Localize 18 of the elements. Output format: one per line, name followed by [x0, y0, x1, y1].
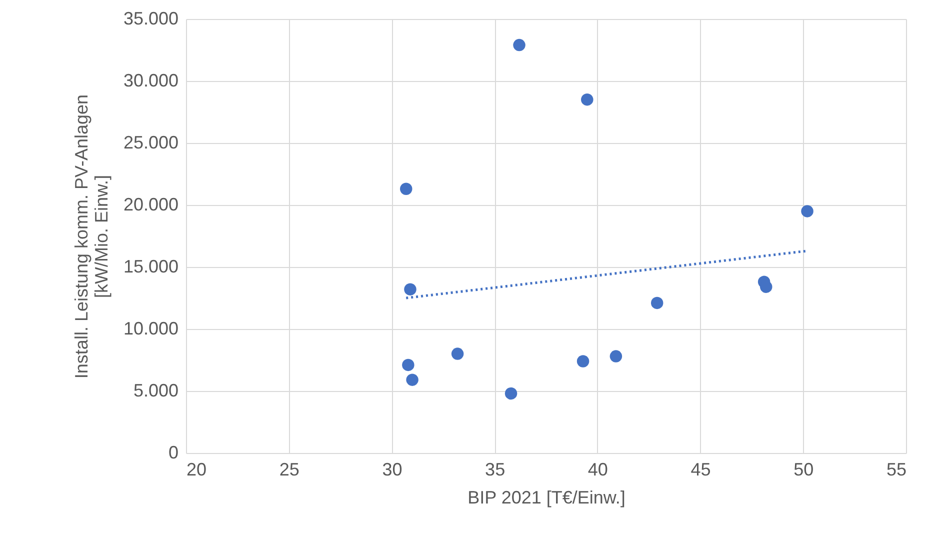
- x-tick-label: 50: [794, 460, 814, 480]
- y-tick-label: 30.000: [123, 70, 178, 90]
- y-tick-label: 20.000: [123, 194, 178, 214]
- x-tick-label: 45: [690, 460, 711, 480]
- x-tick-label: 55: [886, 460, 906, 480]
- y-tick-label: 0: [168, 442, 178, 462]
- x-tick-label: 40: [588, 460, 608, 480]
- x-tick-label: 35: [485, 460, 506, 480]
- x-tick-label: 30: [382, 460, 402, 480]
- x-tick-label: 20: [186, 460, 207, 480]
- y-tick-label: 10.000: [123, 318, 178, 338]
- y-tick-label: 35.000: [123, 8, 178, 28]
- y-tick-label: 25.000: [123, 132, 178, 152]
- y-tick-label: 15.000: [123, 256, 178, 276]
- y-tick-label: 5.000: [133, 380, 178, 400]
- x-axis-title: BIP 2021 [T€/Einw.]: [468, 488, 626, 508]
- y-axis-title: Install. Leistung komm. PV-Anlagen [kW/Mio. Einw.]: [71, 94, 112, 379]
- x-tick-label: 25: [279, 460, 300, 480]
